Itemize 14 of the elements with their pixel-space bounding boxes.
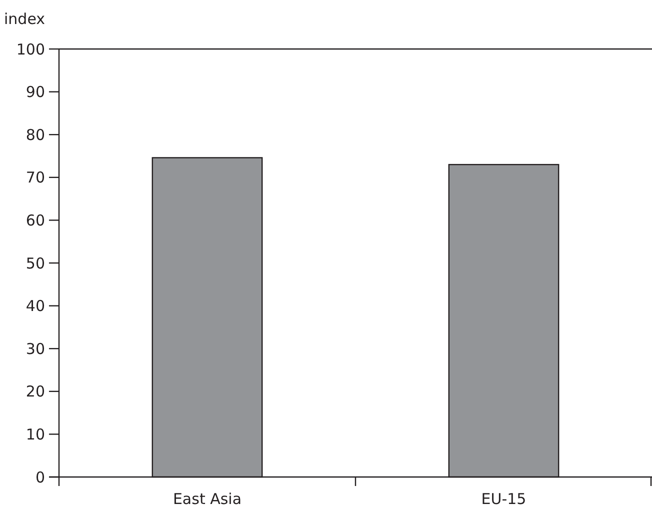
y-tick-label: 60 bbox=[26, 211, 45, 230]
x-tick-label: EU-15 bbox=[481, 490, 526, 508]
y-tick-label: 10 bbox=[26, 425, 45, 444]
y-tick-label: 90 bbox=[26, 83, 45, 102]
y-tick-label: 80 bbox=[26, 126, 45, 144]
y-tick-label: 40 bbox=[26, 297, 45, 316]
y-tick-label: 0 bbox=[35, 468, 45, 486]
x-tick-label: East Asia bbox=[172, 490, 242, 508]
y-tick-label: 30 bbox=[26, 340, 45, 358]
y-tick-label: 20 bbox=[26, 382, 45, 401]
y-tick-label: 50 bbox=[26, 254, 45, 272]
y-tick-label: 70 bbox=[26, 168, 45, 187]
y-tick-label: 100 bbox=[16, 40, 45, 58]
y-axis-title: index bbox=[4, 10, 46, 28]
